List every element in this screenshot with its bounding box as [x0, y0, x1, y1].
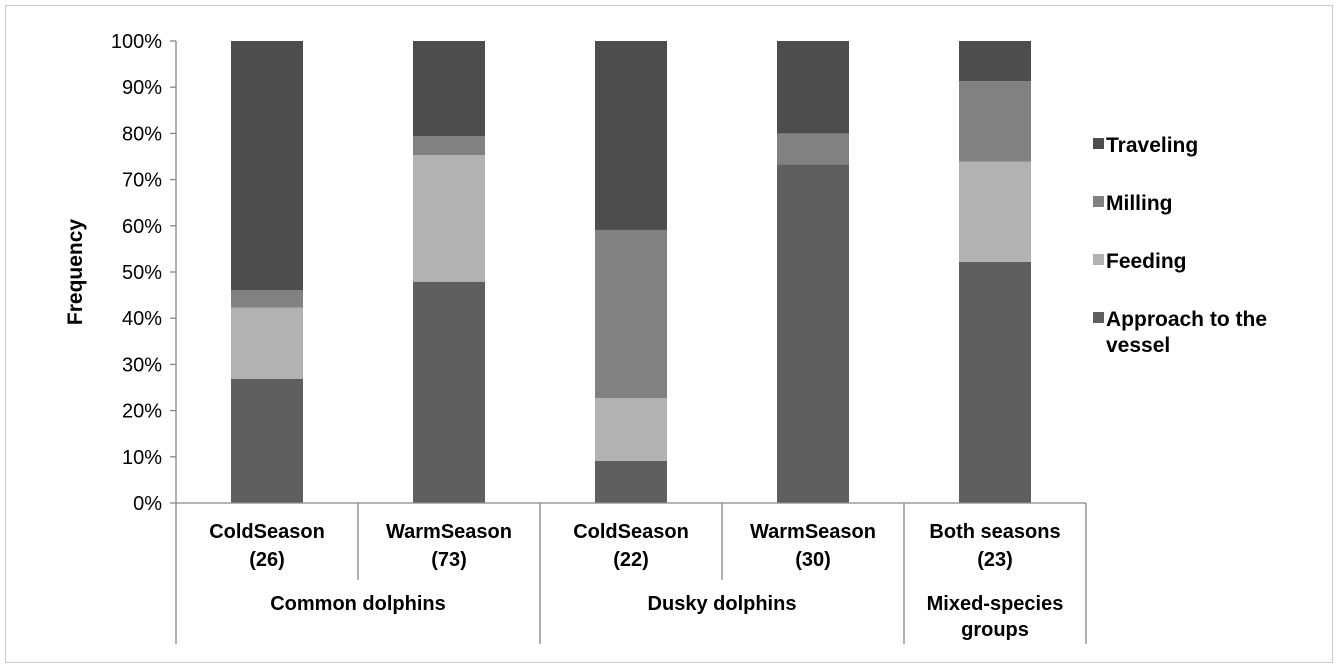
bar-segment-traveling-2: [595, 41, 667, 230]
group-label: Common dolphins: [270, 593, 446, 615]
bar-segment-approach-to-the-vessel-3: [777, 164, 849, 503]
legend-swatch: [1093, 254, 1104, 265]
category-label-line2: (30): [795, 549, 831, 571]
bar-segment-traveling-3: [777, 41, 849, 134]
legend: Traveling Milling Feeding Approach to the v…: [1093, 134, 1267, 357]
legend-label: Milling: [1106, 192, 1173, 215]
bar-segment-traveling-0: [231, 41, 303, 291]
bar-segment-feeding-4: [959, 161, 1031, 262]
bar-segment-milling-4: [959, 81, 1031, 162]
legend-swatch: [1093, 312, 1104, 323]
bar-segment-approach-to-the-vessel-2: [595, 460, 667, 503]
y-tick-label: 10%: [122, 447, 162, 469]
category-label-line1: ColdSeason: [573, 521, 689, 543]
y-axis-label: Frequency: [64, 219, 87, 326]
y-tick-label: 20%: [122, 401, 162, 423]
legend-label: vessel: [1106, 334, 1170, 357]
bar-segment-approach-to-the-vessel-4: [959, 261, 1031, 503]
y-tick-label: 90%: [122, 77, 162, 99]
x-category-labels: ColdSeason (26) WarmSeason (73) ColdSeason (2…: [209, 521, 1063, 641]
y-tick-label: 50%: [122, 262, 162, 284]
category-label-line1: ColdSeason: [209, 521, 325, 543]
legend-swatch: [1093, 138, 1104, 149]
bar-segment-traveling-4: [959, 41, 1031, 82]
bar-segment-approach-to-the-vessel-0: [231, 378, 303, 503]
y-tick-label: 0%: [133, 493, 162, 515]
group-label: Mixed-species: [927, 593, 1064, 615]
category-label-line2: (26): [249, 549, 285, 571]
y-tick-label: 100%: [111, 31, 162, 53]
category-label-line2: (23): [977, 549, 1013, 571]
legend-label: Approach to the: [1106, 308, 1267, 331]
bar-segment-feeding-2: [595, 398, 667, 461]
category-label-line2: (73): [431, 549, 467, 571]
legend-label: Feeding: [1106, 250, 1187, 273]
y-tick-label: 70%: [122, 170, 162, 192]
y-tick-label: 60%: [122, 216, 162, 238]
group-label: groups: [961, 619, 1029, 641]
chart-frame: [5, 5, 1333, 663]
bar-segment-traveling-1: [413, 41, 485, 137]
group-label: Dusky dolphins: [648, 593, 797, 615]
bars-layer: [231, 41, 1031, 503]
bar-segment-milling-2: [595, 229, 667, 399]
bar-segment-feeding-0: [231, 307, 303, 379]
axes-layer: [170, 40, 1087, 644]
bar-segment-milling-0: [231, 290, 303, 308]
y-tick-label: 80%: [122, 123, 162, 145]
legend-swatch: [1093, 196, 1104, 207]
y-tick-labels: 0% 10% 20% 30% 40% 50% 60% 70% 80% 90% 100%: [111, 31, 162, 515]
legend-label: Traveling: [1106, 134, 1198, 157]
y-tick-label: 30%: [122, 354, 162, 376]
y-tick-label: 40%: [122, 308, 162, 330]
category-label-line1: Both seasons: [929, 521, 1060, 543]
bar-segment-approach-to-the-vessel-1: [413, 281, 485, 503]
category-label-line1: WarmSeason: [386, 521, 512, 543]
bar-segment-feeding-1: [413, 155, 485, 282]
bar-segment-milling-3: [777, 133, 849, 165]
category-label-line1: WarmSeason: [750, 521, 876, 543]
bar-segment-milling-1: [413, 136, 485, 156]
category-label-line2: (22): [613, 549, 649, 571]
